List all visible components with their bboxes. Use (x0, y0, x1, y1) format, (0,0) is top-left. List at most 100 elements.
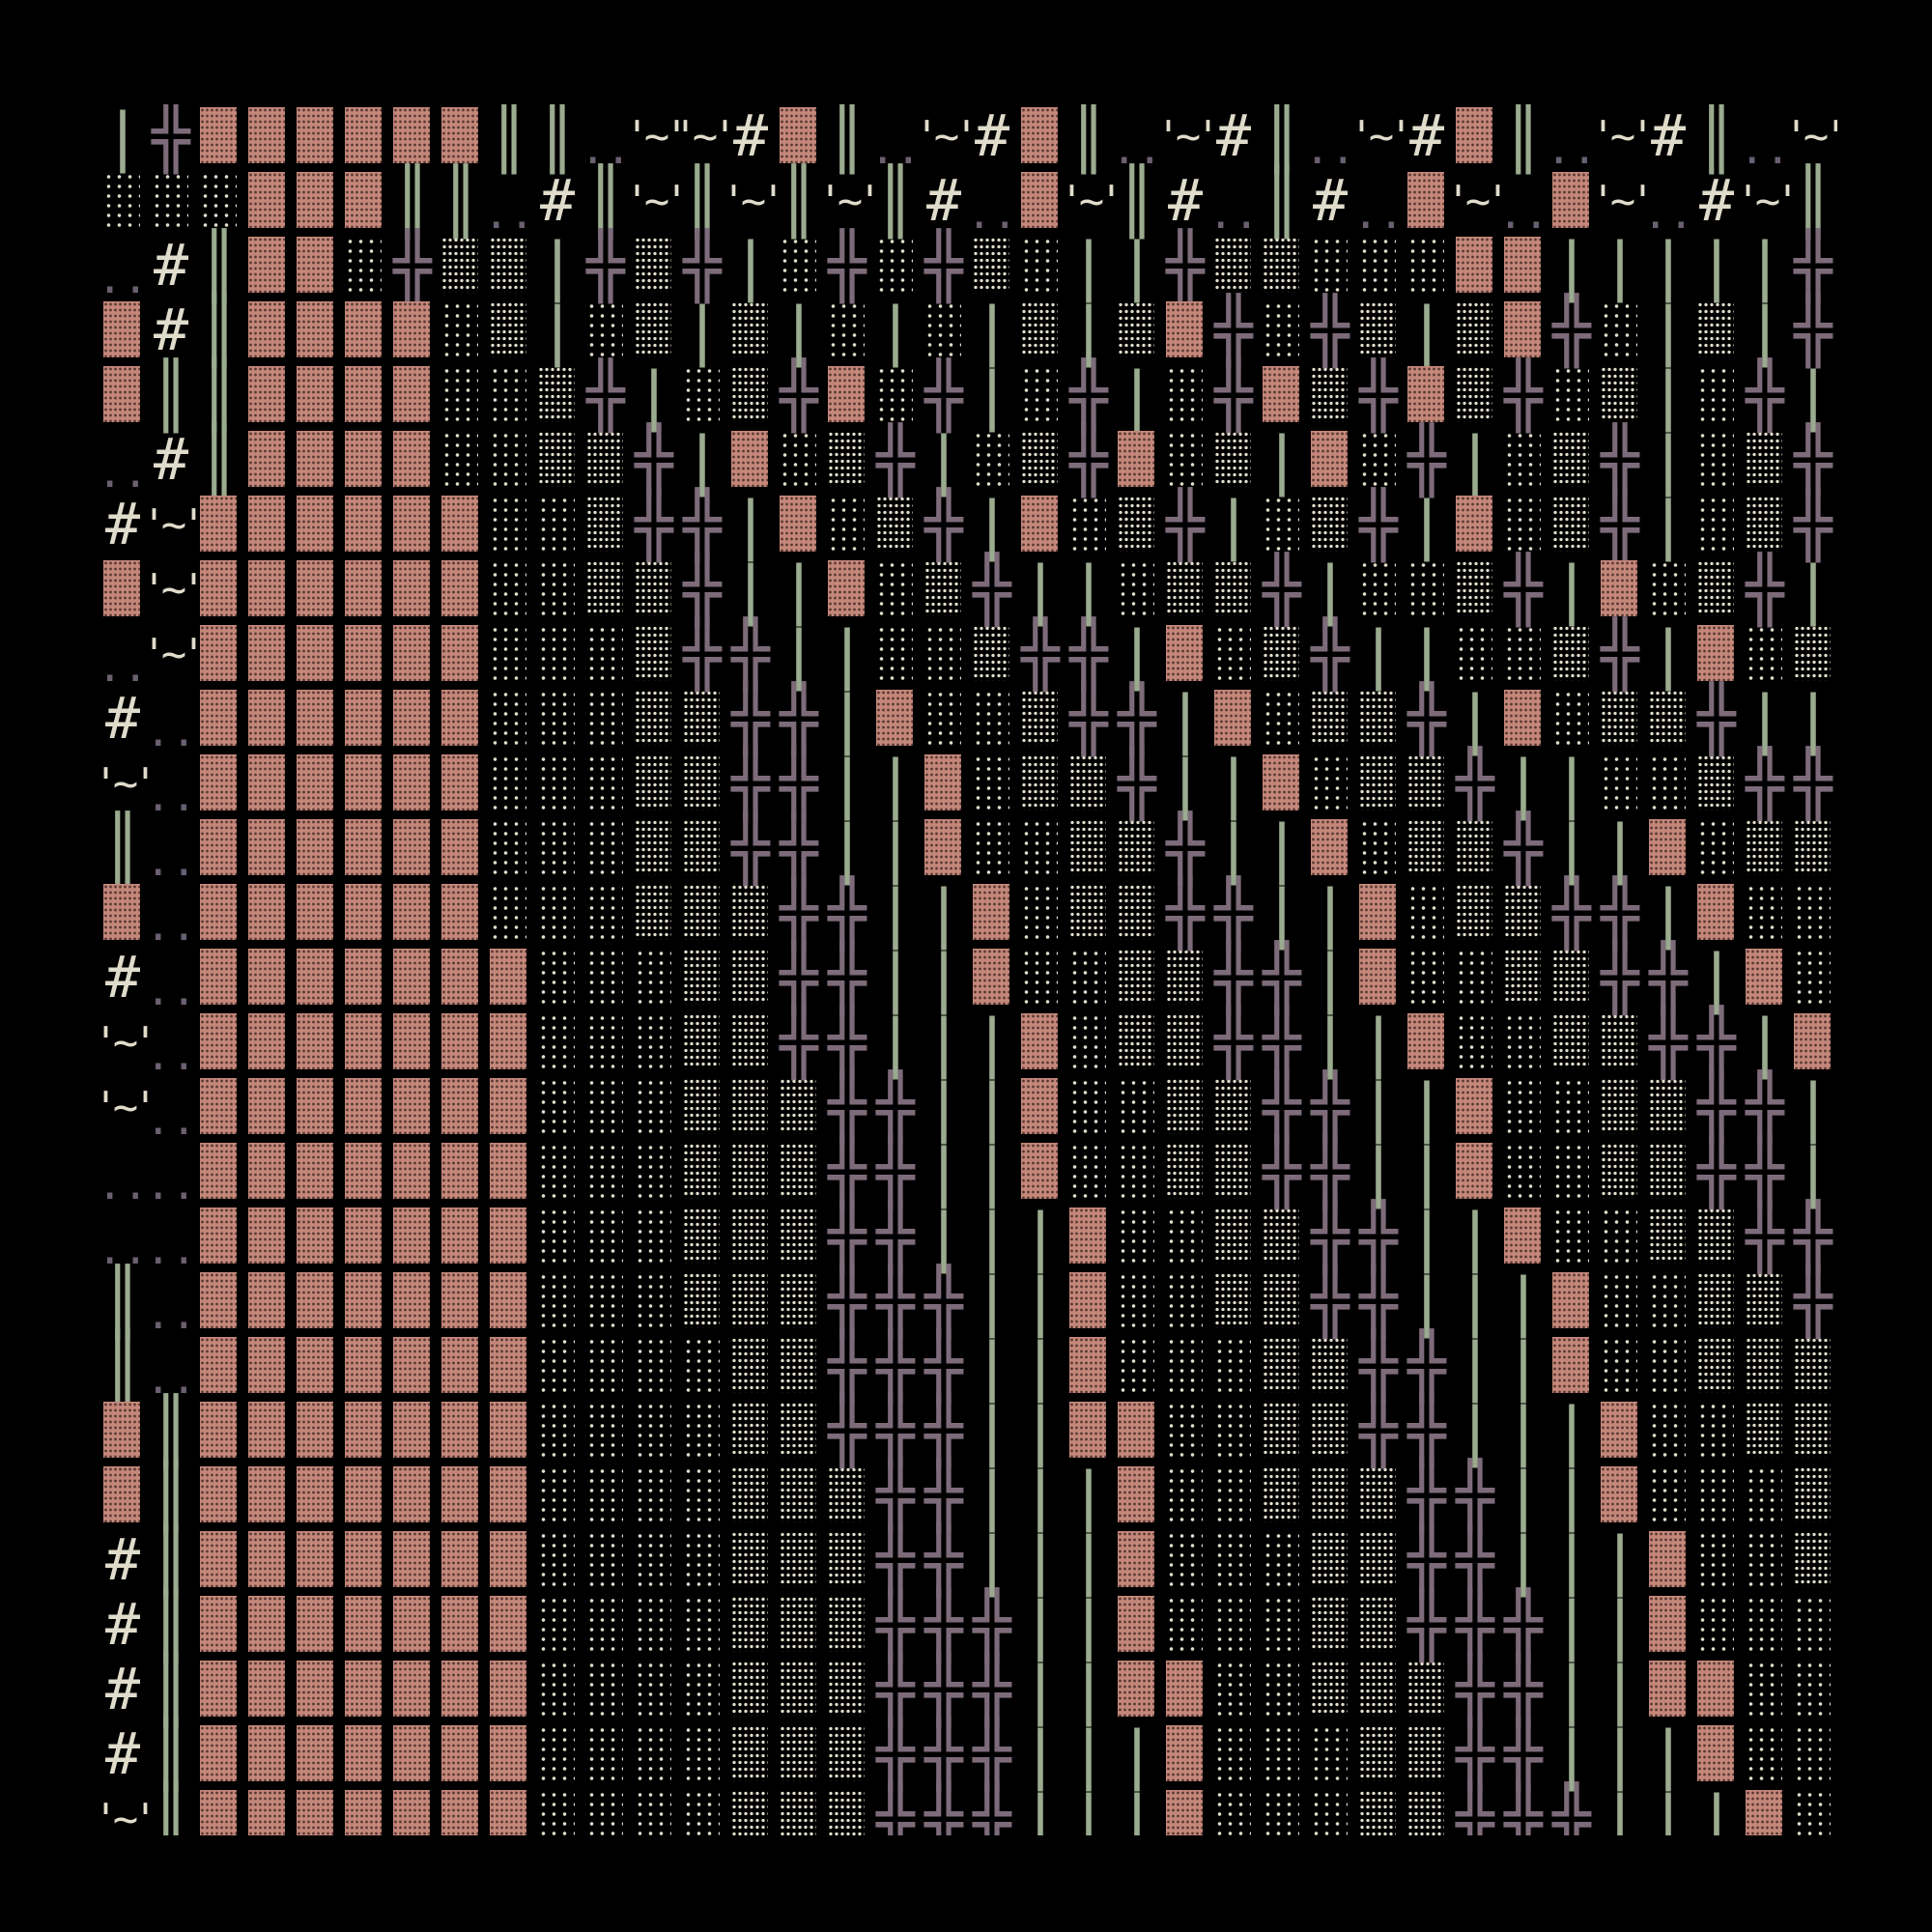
dense-shade-glyph (437, 1075, 485, 1140)
bar-glyph: | (1359, 1070, 1398, 1145)
cross-glyph: ╬ (924, 1264, 963, 1339)
dots-glyph: .. (145, 837, 197, 886)
light-shade-glyph (1161, 428, 1209, 493)
medium-shade-glyph (775, 1463, 823, 1528)
dense-shade-glyph (485, 1787, 533, 1835)
bar-glyph: | (924, 876, 963, 951)
dense-shade-glyph (340, 1399, 388, 1463)
medium-shade-glyph (678, 752, 726, 816)
bar-glyph: | (973, 1070, 1011, 1145)
hash-glyph: # (104, 1526, 141, 1594)
light-shade-glyph (630, 1787, 678, 1835)
medium-shade-glyph (1354, 1528, 1403, 1593)
dots-glyph: .. (145, 901, 197, 951)
cross-glyph: ╬ (1263, 941, 1301, 1015)
dense-shade-glyph (243, 1787, 292, 1835)
medium-shade-glyph (823, 428, 871, 493)
cross-glyph: ╬ (876, 1264, 915, 1339)
light-shade-glyph (533, 816, 582, 881)
dense-shade-glyph (195, 1722, 243, 1787)
dense-shade-glyph (292, 493, 340, 557)
bar-glyph: | (1407, 488, 1446, 562)
dense-shade-glyph (485, 1722, 533, 1787)
dense-shade-glyph (1692, 1658, 1741, 1722)
medium-shade-glyph (1161, 946, 1209, 1010)
medium-shade-glyph (968, 622, 1016, 687)
bar-glyph: | (1504, 1523, 1543, 1598)
cross-glyph: ╬ (731, 682, 770, 756)
dense-shade-glyph (1451, 493, 1499, 557)
dense-shade-glyph (195, 1399, 243, 1463)
cross-glyph: ╬ (1794, 1264, 1833, 1339)
light-shade-glyph (1258, 1593, 1306, 1658)
bar-glyph: | (1021, 1782, 1060, 1835)
light-shade-glyph (630, 1075, 678, 1140)
bar-glyph: | (1118, 229, 1156, 303)
dots-glyph: .. (145, 1095, 197, 1145)
light-shade-glyph (533, 1528, 582, 1593)
double-bar-glyph: ║ (1697, 104, 1736, 174)
medium-shade-glyph (726, 1658, 775, 1722)
cross-glyph: ╬ (1601, 617, 1639, 692)
medium-shade-glyph (726, 298, 775, 363)
cross-glyph: ╬ (973, 1653, 1011, 1727)
cross-glyph: ╬ (1746, 747, 1784, 821)
cross-glyph: ╬ (1263, 1006, 1301, 1080)
light-shade-glyph (1741, 1593, 1789, 1658)
dense-shade-glyph (292, 557, 340, 622)
dense-shade-glyph (1499, 687, 1548, 752)
dense-shade-glyph (437, 1140, 485, 1205)
medium-shade-glyph (1209, 1075, 1258, 1140)
bar-glyph: | (973, 488, 1011, 562)
cross-glyph: ╬ (780, 358, 818, 433)
medium-shade-glyph (1403, 1787, 1451, 1835)
light-shade-glyph (871, 557, 920, 622)
medium-shade-glyph (1741, 1334, 1789, 1399)
dense-shade-glyph (292, 946, 340, 1010)
cross-glyph: ╬ (828, 1200, 867, 1274)
cross-glyph: ╬ (876, 1588, 915, 1662)
hash-glyph: # (1312, 167, 1349, 235)
dense-shade-glyph (437, 1722, 485, 1787)
light-shade-glyph (1209, 1722, 1258, 1787)
light-shade-glyph (1016, 946, 1065, 1010)
bar-glyph: | (1456, 682, 1494, 756)
cross-glyph: ╬ (924, 1394, 963, 1468)
hash-glyph: # (104, 1720, 141, 1788)
cross-glyph: ╬ (1504, 1653, 1543, 1727)
bar-glyph: | (1552, 553, 1591, 627)
dense-shade-glyph (292, 1205, 340, 1269)
light-shade-glyph (1499, 1010, 1548, 1075)
medium-shade-glyph (1065, 816, 1113, 881)
dense-shade-glyph (243, 1205, 292, 1269)
bar-glyph: | (1456, 1200, 1494, 1274)
bar-glyph: | (1069, 229, 1108, 303)
light-shade-glyph (1354, 234, 1403, 298)
light-shade-glyph (1644, 1463, 1692, 1528)
dense-shade-glyph (195, 1075, 243, 1140)
light-shade-glyph (823, 493, 871, 557)
medium-shade-glyph (1548, 428, 1596, 493)
dense-shade-glyph (1161, 1658, 1209, 1722)
light-shade-glyph (1596, 298, 1644, 363)
dots-glyph: .. (99, 448, 149, 497)
bar-glyph: | (731, 488, 770, 562)
dense-shade-glyph (1065, 1334, 1113, 1399)
dense-shade-glyph (1451, 1140, 1499, 1205)
dots-glyph: .. (145, 1031, 197, 1080)
dense-shade-glyph (437, 1334, 485, 1399)
medium-shade-glyph (1451, 298, 1499, 363)
dense-shade-glyph (340, 363, 388, 428)
light-shade-glyph (533, 1140, 582, 1205)
dense-shade-glyph (195, 946, 243, 1010)
light-shade-glyph (1354, 816, 1403, 881)
dense-shade-glyph (437, 1269, 485, 1334)
bar-glyph: | (1118, 1718, 1156, 1792)
cross-glyph: ╬ (635, 423, 673, 497)
medium-shade-glyph (726, 946, 775, 1010)
light-shade-glyph (1113, 1269, 1161, 1334)
bar-glyph: | (1214, 811, 1253, 886)
bar-glyph: | (973, 1329, 1011, 1404)
light-shade-glyph (920, 298, 968, 363)
dense-shade-glyph (243, 1075, 292, 1140)
